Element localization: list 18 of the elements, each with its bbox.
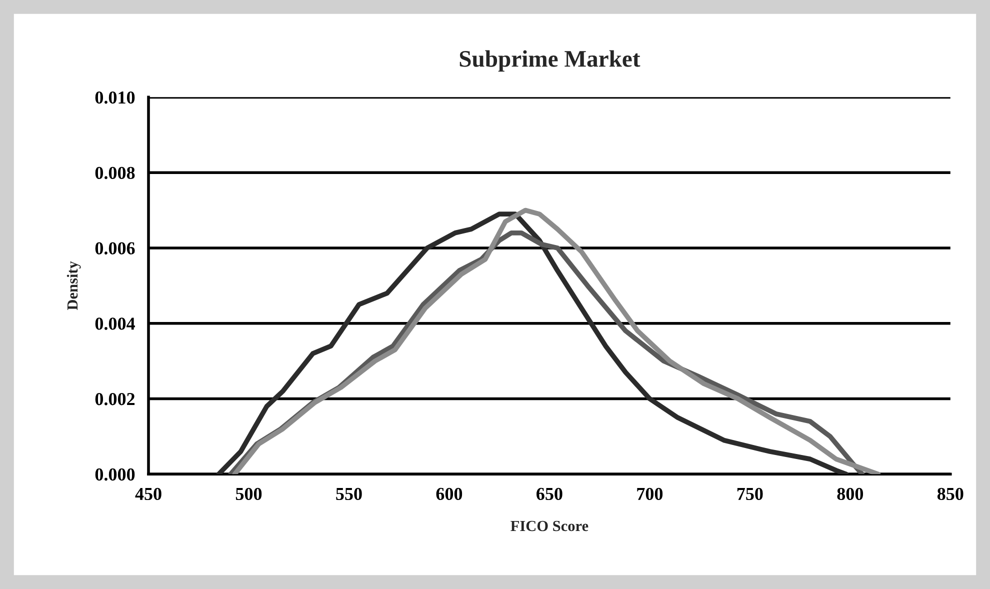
x-tick-label: 500 — [236, 488, 262, 500]
x-tick-label: 700 — [637, 488, 663, 500]
x-tick-label: 550 — [336, 488, 362, 500]
y-tick-label: 0.006 — [95, 242, 135, 254]
y-axis-title: Density — [66, 261, 81, 310]
x-tick-label: 800 — [837, 488, 864, 500]
y-tick-label: 0.002 — [95, 393, 135, 406]
y-tick-label: 0.004 — [95, 318, 135, 330]
x-tick-label: 650 — [536, 488, 562, 500]
x-tick-label: 750 — [737, 488, 763, 500]
y-tick-label: 0.010 — [95, 91, 135, 104]
x-tick-label: 850 — [937, 488, 964, 500]
x-axis-title: FICO Score — [510, 520, 588, 532]
y-tick-label: 0.008 — [95, 166, 135, 180]
chart-title: Subprime Market — [460, 50, 640, 72]
y-tick-label: 0.000 — [95, 468, 135, 481]
x-tick-label: 450 — [135, 488, 162, 500]
x-tick-label: 600 — [436, 488, 462, 500]
